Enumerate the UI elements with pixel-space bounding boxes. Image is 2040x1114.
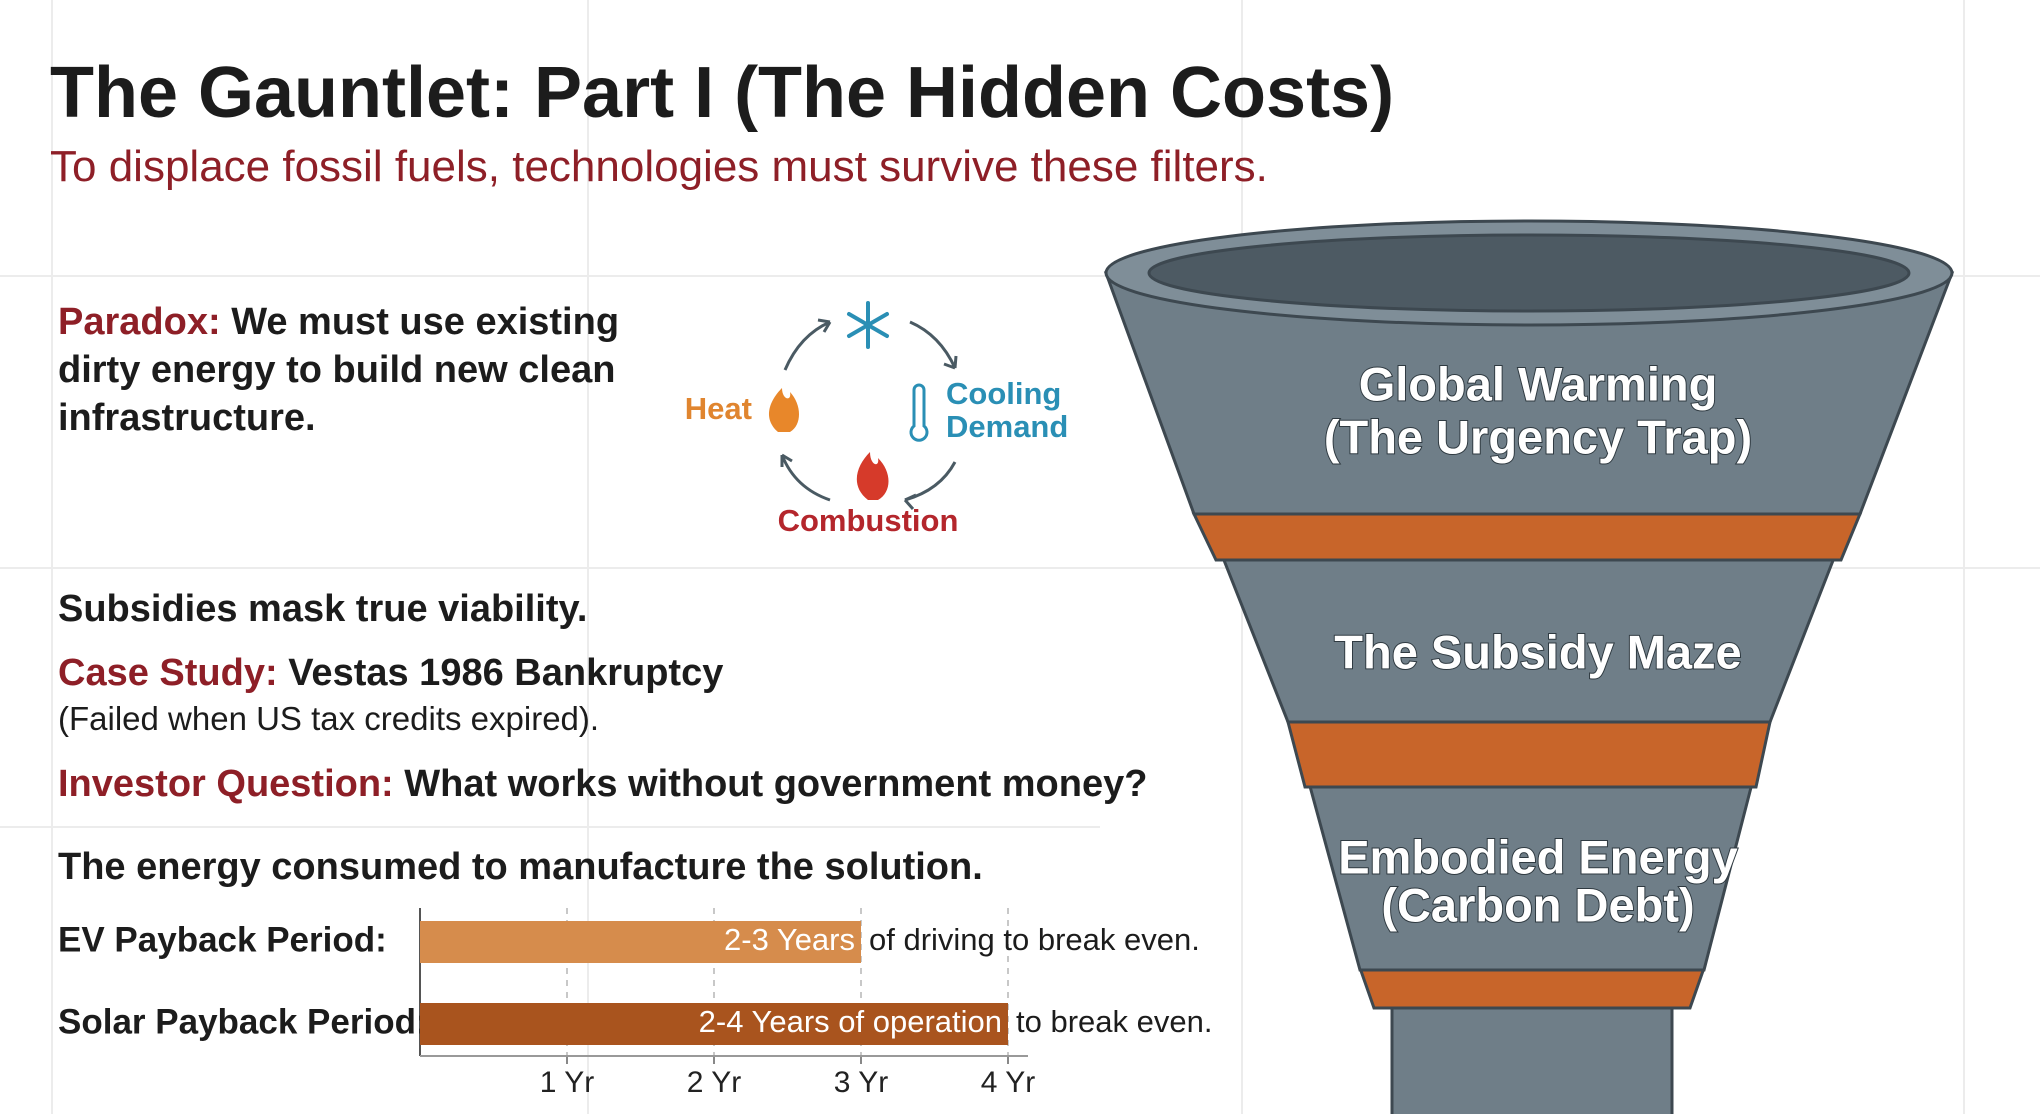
x-tick-label: 3 Yr bbox=[834, 1066, 888, 1099]
title: The Gauntlet: Part I (The Hidden Costs) bbox=[50, 53, 1395, 133]
stage-title: The Subsidy Maze bbox=[1334, 625, 1741, 678]
category-label: EV Payback Period: bbox=[58, 920, 387, 959]
stage-subtitle: (Carbon Debt) bbox=[1381, 878, 1694, 931]
stage-title: Embodied Energy bbox=[1338, 830, 1738, 883]
combustion-icon bbox=[856, 452, 889, 500]
value-label: 2-4 Years of operation bbox=[699, 1004, 1002, 1039]
investor-question: Investor Question: What works without go… bbox=[58, 763, 1147, 806]
bar bbox=[420, 1003, 1008, 1045]
heading: The energy consumed to manufacture the s… bbox=[58, 846, 983, 888]
value-label: 2-3 Years bbox=[724, 922, 855, 957]
stage-title: Global Warming bbox=[1359, 357, 1718, 410]
label: Case Study: bbox=[58, 652, 278, 694]
payback-chart: 1 Yr 2 Yr 3 Yr 4 Yr EV Payback Period: 2-3 Ye… bbox=[58, 908, 1212, 1099]
annotation: to break even. bbox=[1016, 1004, 1212, 1039]
thermometer-icon bbox=[909, 383, 929, 442]
annotation: of driving to break even. bbox=[869, 922, 1200, 957]
cycle-labels: Heat Cooling Demand Combustion bbox=[685, 376, 1069, 538]
cycle-label: Demand bbox=[946, 409, 1068, 444]
text: Vestas 1986 Bankruptcy bbox=[288, 652, 724, 694]
text: We must use existing dirty energy to bui… bbox=[58, 301, 620, 439]
label: Investor Question: bbox=[58, 763, 394, 805]
cycle-label: Heat bbox=[685, 391, 752, 426]
text: What works without government money? bbox=[404, 763, 1148, 805]
cycle-arrows bbox=[780, 318, 958, 510]
category-label: Solar Payback Period: bbox=[58, 1002, 428, 1041]
note: (Failed when US tax credits expired). bbox=[58, 700, 600, 737]
bar bbox=[420, 921, 861, 963]
subtitle: To displace fossil fuels, technologies m… bbox=[50, 142, 1268, 191]
cycle-label: Combustion bbox=[778, 503, 959, 538]
funnel-labels: Global Warming (The Urgency Trap) The Su… bbox=[1323, 356, 1753, 932]
cycle-label: Cooling bbox=[946, 376, 1061, 411]
paradox: Paradox: We must use existing dirty ener… bbox=[58, 298, 638, 442]
x-tick-label: 2 Yr bbox=[687, 1066, 741, 1099]
heading: Subsidies mask true viability. bbox=[58, 588, 588, 630]
funnel bbox=[1103, 219, 1955, 1114]
label: Paradox: bbox=[58, 301, 221, 343]
stage-subtitle: (The Urgency Trap) bbox=[1324, 410, 1752, 463]
heat-icon bbox=[769, 388, 799, 432]
x-tick-label: 1 Yr bbox=[540, 1066, 594, 1099]
snowflake-icon bbox=[847, 301, 889, 349]
case-study: Case Study: Vestas 1986 Bankruptcy bbox=[58, 652, 723, 695]
x-tick-label: 4 Yr bbox=[981, 1066, 1035, 1099]
